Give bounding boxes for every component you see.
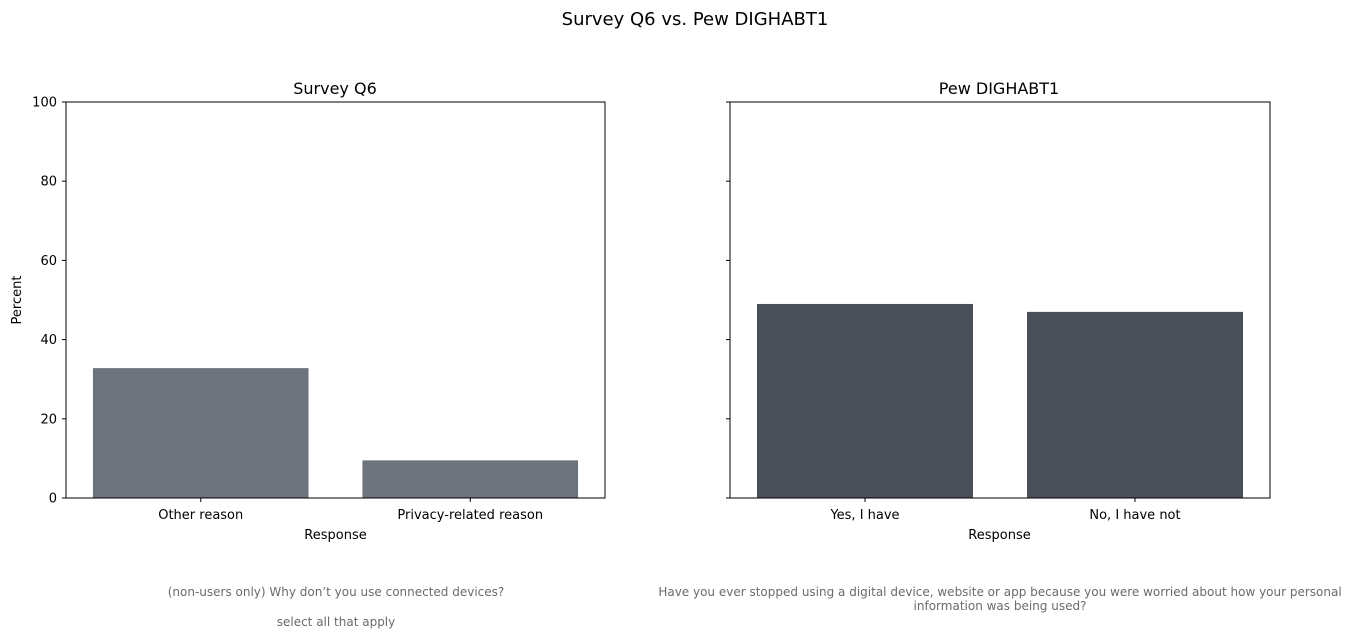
x-tick-label: Yes, I have (829, 508, 899, 523)
chart-survey-q6: Survey Q6 0 20 40 60 80 100 Other reason Priva… (10, 79, 606, 543)
question-subnote-survey: select all that apply (276, 615, 396, 629)
bars (92, 368, 579, 498)
y-tick-label: 80 (40, 175, 57, 190)
bar (362, 460, 579, 498)
x-axis-label: Response (304, 528, 366, 543)
bars (757, 303, 1243, 498)
y-tick-label: 20 (40, 412, 57, 427)
x-axis-label: Response (968, 528, 1030, 543)
chart-pew-dighabt1: Pew DIGHABT1 Yes, I have No, I have not R… (726, 79, 1271, 543)
y-axis (726, 101, 730, 499)
question-note-pew: Have you ever stopped using a digital de… (658, 585, 1342, 613)
y-axis-label: Percent (10, 276, 25, 325)
bar (757, 303, 973, 498)
chart-title: Pew DIGHABT1 (939, 79, 1059, 98)
y-axis: 0 20 40 60 80 100 (32, 96, 66, 507)
x-tick-label: Other reason (158, 508, 243, 523)
x-axis: Yes, I have No, I have not (829, 498, 1181, 523)
plot-frame (65, 101, 606, 499)
chart-title: Survey Q6 (293, 79, 377, 98)
y-tick-label: 40 (40, 333, 57, 348)
bar (92, 368, 309, 498)
question-note-survey: (non-users only) Why don’t you use conne… (167, 585, 505, 599)
y-tick-label: 60 (40, 254, 57, 269)
x-axis: Other reason Privacy-related reason (158, 498, 543, 523)
y-tick-label: 0 (49, 492, 57, 507)
y-tick-label: 100 (32, 96, 57, 111)
figure-title: Survey Q6 vs. Pew DIGHABT1 (562, 9, 829, 30)
x-tick-label: No, I have not (1089, 508, 1180, 523)
bar (1027, 311, 1243, 498)
x-tick-label: Privacy-related reason (397, 508, 543, 523)
plot-frame (729, 101, 1271, 499)
